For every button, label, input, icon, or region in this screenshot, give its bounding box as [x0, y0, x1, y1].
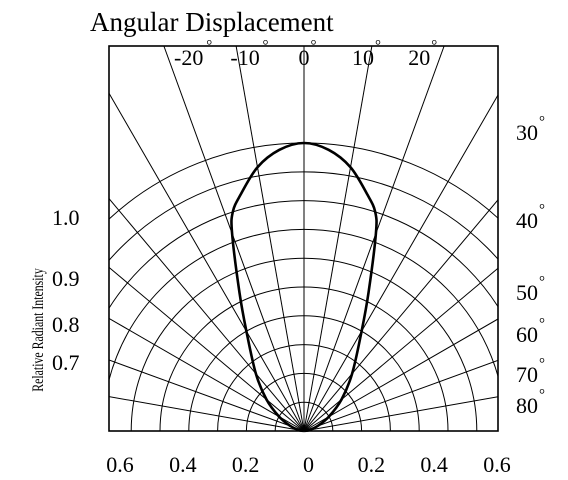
top-angle-label-2: 0	[299, 45, 310, 70]
angle-line-70	[303, 359, 498, 431]
angle-line-m10	[235, 46, 305, 431]
x-tick-label-6: 0.6	[483, 452, 511, 477]
curve-layer	[230, 141, 378, 433]
chart-title: Angular Displacement	[90, 7, 334, 37]
angle-line-80	[303, 396, 498, 431]
grid-layer	[109, 46, 498, 431]
right-angle-degree-0: °	[539, 114, 545, 130]
top-angle-degree-0: °	[206, 38, 212, 54]
right-angle-label-4: 70	[516, 362, 538, 387]
right-angle-label-2: 50	[516, 280, 538, 305]
x-tick-label-3: 0	[303, 452, 314, 477]
right-angle-label-0: 30	[516, 120, 538, 145]
angle-line-10	[303, 46, 373, 431]
top-angle-label-3: 10	[352, 45, 374, 70]
intensity-label-2: 0.8	[52, 312, 80, 337]
angle-line-m20	[163, 46, 305, 431]
angle-line-40	[303, 199, 498, 431]
top-angle-label-0: -20	[174, 45, 203, 70]
angle-line-m80	[109, 396, 305, 431]
top-angle-degree-2: °	[311, 38, 317, 54]
angle-line-20	[303, 46, 445, 431]
x-tick-label-5: 0.4	[420, 452, 448, 477]
right-angle-degree-4: °	[539, 356, 545, 372]
right-angle-degree-1: °	[539, 202, 545, 218]
angle-line-m70	[109, 359, 305, 431]
x-tick-label-1: 0.4	[169, 452, 197, 477]
angle-line-m60	[109, 317, 305, 431]
top-angle-degree-3: °	[375, 38, 381, 54]
x-tick-label-0: 0.6	[106, 452, 134, 477]
top-angle-label-1: -10	[230, 45, 259, 70]
angle-line-m50	[109, 266, 305, 431]
plot-frame	[108, 45, 499, 432]
intensity-label-3: 0.7	[52, 350, 80, 375]
right-angle-label-1: 40	[516, 208, 538, 233]
angle-line-60	[303, 318, 498, 431]
angle-line-50	[303, 267, 498, 431]
label-layer: 0.6 0.4 0.2 0 0.2 0.4 0.6-20 ° -10 ° 0 ° 10 ° 20 °30 °40…	[52, 38, 545, 477]
top-angle-degree-1: °	[263, 38, 269, 54]
y-axis-label: Relative Radiant Intensity	[29, 268, 47, 392]
right-angle-label-3: 60	[516, 322, 538, 347]
x-tick-label-4: 0.2	[358, 452, 386, 477]
angle-line-30	[303, 94, 498, 431]
right-angle-degree-2: °	[539, 274, 545, 290]
right-angle-degree-3: °	[539, 316, 545, 332]
angle-line-m30	[109, 93, 305, 431]
top-angle-degree-4: °	[431, 38, 437, 54]
intensity-label-0: 1.0	[52, 205, 80, 230]
right-angle-degree-5: °	[539, 387, 545, 403]
intensity-curve	[230, 141, 378, 433]
intensity-label-1: 0.9	[52, 266, 80, 291]
top-angle-label-4: 20	[408, 45, 430, 70]
right-angle-label-5: 80	[516, 393, 538, 418]
x-tick-label-2: 0.2	[232, 452, 260, 477]
angle-line-m40	[109, 198, 305, 431]
